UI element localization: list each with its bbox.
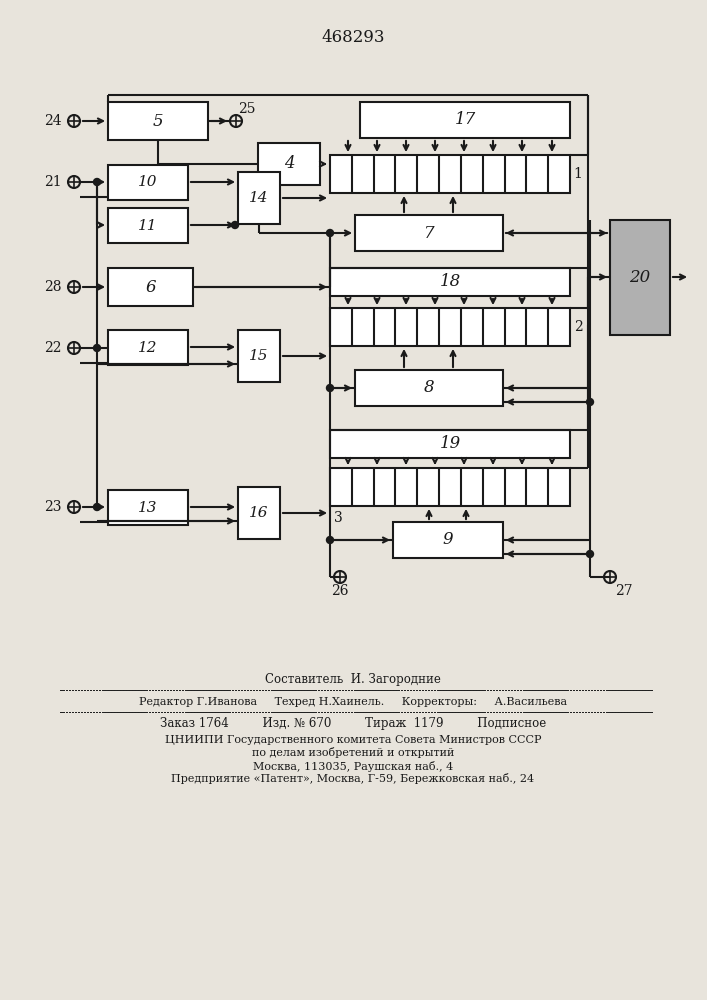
Circle shape: [327, 536, 334, 544]
Bar: [330, 268, 570, 296]
Circle shape: [93, 178, 100, 186]
Text: 4: 4: [284, 155, 294, 172]
Text: 14: 14: [250, 191, 269, 205]
Text: 19: 19: [439, 436, 461, 452]
Text: 7: 7: [423, 225, 434, 241]
Text: 23: 23: [45, 500, 62, 514]
Bar: [330, 308, 570, 346]
Bar: [108, 330, 188, 365]
Text: ЦНИИПИ Государственного комитета Совета Министров СССР: ЦНИИПИ Государственного комитета Совета …: [165, 735, 542, 745]
Bar: [108, 208, 188, 243]
Circle shape: [587, 398, 593, 406]
Text: 24: 24: [45, 114, 62, 128]
Text: 1: 1: [573, 167, 583, 181]
Text: 9: 9: [443, 532, 453, 548]
Text: 10: 10: [139, 176, 158, 190]
Text: 21: 21: [45, 175, 62, 189]
Text: 468293: 468293: [321, 29, 385, 46]
Text: 22: 22: [45, 341, 62, 355]
Text: Составитель  И. Загородние: Составитель И. Загородние: [265, 674, 441, 686]
Circle shape: [231, 222, 238, 229]
Text: 15: 15: [250, 349, 269, 363]
Bar: [108, 102, 208, 140]
Bar: [355, 370, 503, 406]
Text: 6: 6: [145, 278, 156, 296]
Text: 5: 5: [153, 112, 163, 129]
Bar: [108, 165, 188, 200]
Bar: [393, 522, 503, 558]
Text: Москва, 113035, Раушская наб., 4: Москва, 113035, Раушская наб., 4: [253, 760, 453, 772]
Bar: [238, 172, 280, 224]
Text: Заказ 1764         Изд. № 670         Тираж  1179         Подписное: Заказ 1764 Изд. № 670 Тираж 1179 Подписн…: [160, 716, 546, 730]
Circle shape: [587, 550, 593, 558]
Bar: [258, 143, 320, 185]
Text: Предприятие «Патент», Москва, Г-59, Бережковская наб., 24: Предприятие «Патент», Москва, Г-59, Бере…: [171, 774, 534, 784]
Circle shape: [327, 384, 334, 391]
Text: 17: 17: [455, 111, 476, 128]
Text: 12: 12: [139, 340, 158, 355]
Bar: [238, 330, 280, 382]
Text: 8: 8: [423, 379, 434, 396]
Text: 28: 28: [45, 280, 62, 294]
Circle shape: [327, 230, 334, 236]
Circle shape: [93, 344, 100, 352]
Text: 11: 11: [139, 219, 158, 232]
Bar: [610, 220, 670, 335]
Bar: [108, 268, 193, 306]
Text: 16: 16: [250, 506, 269, 520]
Text: 18: 18: [439, 273, 461, 290]
Text: 13: 13: [139, 500, 158, 514]
Text: 25: 25: [238, 102, 255, 116]
Text: Редактор Г.Иванова     Техред Н.Хаинель.     Корректоры:     А.Васильева: Редактор Г.Иванова Техред Н.Хаинель. Кор…: [139, 697, 567, 707]
Bar: [330, 468, 570, 506]
Text: 3: 3: [334, 511, 342, 525]
Text: 20: 20: [629, 269, 650, 286]
Bar: [108, 490, 188, 525]
Text: 27: 27: [615, 584, 633, 598]
Text: по делам изобретений и открытий: по делам изобретений и открытий: [252, 748, 454, 758]
Bar: [330, 430, 570, 458]
Text: 2: 2: [573, 320, 583, 334]
Circle shape: [93, 504, 100, 510]
Bar: [330, 155, 570, 193]
Bar: [360, 102, 570, 138]
Bar: [355, 215, 503, 251]
Text: 26: 26: [332, 584, 349, 598]
Bar: [238, 487, 280, 539]
